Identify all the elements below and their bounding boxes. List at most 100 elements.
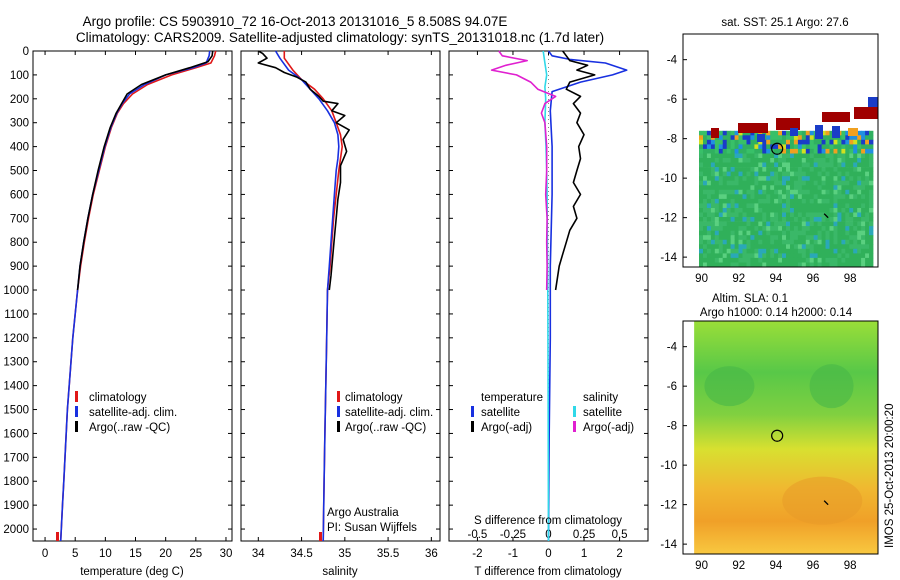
sst-cell bbox=[869, 135, 874, 141]
sst-cell bbox=[849, 148, 854, 154]
sst-cell bbox=[861, 158, 866, 163]
sst-cell bbox=[857, 198, 862, 204]
sst-cell bbox=[809, 244, 815, 250]
sst-cell bbox=[766, 235, 771, 241]
sst-cell bbox=[746, 189, 751, 195]
sst-cell bbox=[809, 153, 815, 159]
map-x-tick-label: 96 bbox=[807, 560, 820, 572]
sst-cell bbox=[734, 226, 739, 231]
sst-cell bbox=[805, 189, 811, 195]
sst-cell bbox=[742, 203, 747, 209]
sst-cell bbox=[805, 180, 811, 186]
sst-cell bbox=[790, 262, 795, 268]
series-line-t-satellite bbox=[547, 50, 628, 542]
sst-cell bbox=[778, 153, 783, 159]
sst-cell bbox=[825, 144, 830, 150]
sst-cell bbox=[845, 185, 850, 191]
sst-cell bbox=[770, 198, 775, 204]
legend-swatch-satellite bbox=[75, 406, 78, 417]
sst-cell bbox=[845, 153, 850, 159]
sst-cell bbox=[793, 198, 799, 204]
sst-cell bbox=[718, 221, 724, 227]
series-line-s-satellite bbox=[542, 50, 550, 542]
sst-cell bbox=[710, 235, 716, 241]
sst-cell bbox=[750, 162, 755, 168]
sst-cell bbox=[786, 180, 791, 186]
sst-cell bbox=[738, 158, 743, 163]
sst-cell bbox=[861, 176, 866, 182]
sst-cell bbox=[754, 130, 759, 136]
sst-cell bbox=[778, 217, 783, 222]
sst-cell bbox=[703, 203, 708, 209]
sst-cell bbox=[706, 167, 712, 172]
sst-cell bbox=[801, 194, 807, 200]
y-tick-label: 700 bbox=[10, 213, 29, 225]
sst-cell bbox=[714, 253, 720, 259]
sst-cell bbox=[845, 217, 850, 222]
sst-cell bbox=[857, 158, 862, 163]
sst-cell bbox=[837, 208, 842, 213]
bottom-marker bbox=[56, 532, 59, 541]
sst-cell bbox=[734, 130, 739, 136]
sst-cell bbox=[805, 135, 811, 141]
sla-map: 90 92 94 96 98 -4 -6 -8 -10 -12 -14 bbox=[660, 321, 878, 572]
sst-cell bbox=[699, 262, 704, 268]
sst-cell bbox=[790, 144, 795, 150]
sst-cell bbox=[710, 189, 716, 195]
sst-cell bbox=[738, 257, 743, 263]
sst-cell bbox=[861, 221, 866, 227]
sst-cell bbox=[790, 189, 795, 195]
sst-cell bbox=[865, 189, 870, 195]
sst-cell bbox=[714, 221, 720, 227]
sst-cell bbox=[766, 253, 771, 259]
sst-cell bbox=[699, 248, 704, 254]
sst-cell bbox=[833, 189, 838, 195]
sst-cell bbox=[790, 230, 795, 236]
difference-legend: temperature satellite Argo(-adj) salinit… bbox=[471, 392, 634, 434]
sst-cell bbox=[861, 189, 866, 195]
sst-cell bbox=[813, 194, 819, 200]
sst-block bbox=[711, 128, 719, 138]
sst-cell bbox=[754, 239, 759, 245]
sst-cell bbox=[766, 248, 771, 254]
sst-cell bbox=[829, 235, 834, 241]
sst-cell bbox=[821, 203, 826, 209]
sst-cell bbox=[699, 171, 704, 177]
sst-cell bbox=[738, 139, 743, 145]
sst-cell bbox=[797, 248, 803, 254]
map-y-tick-label: -14 bbox=[660, 252, 677, 264]
difference-xlabel: T difference from climatology bbox=[474, 566, 621, 578]
sst-cell bbox=[706, 130, 712, 136]
sst-cell bbox=[849, 171, 854, 177]
sst-cell bbox=[786, 217, 791, 222]
sst-cell bbox=[703, 162, 708, 168]
sst-cell bbox=[750, 235, 755, 241]
sst-cell bbox=[841, 144, 846, 150]
sst-cell bbox=[699, 130, 704, 136]
sst-cell bbox=[782, 226, 787, 231]
sst-cell bbox=[817, 167, 822, 172]
map-y-tick-label: -4 bbox=[667, 342, 678, 354]
sst-cell bbox=[758, 148, 763, 154]
sst-cell bbox=[762, 139, 767, 145]
sst-cell bbox=[865, 244, 870, 250]
sst-cell bbox=[825, 208, 830, 213]
sst-cell bbox=[861, 135, 866, 141]
sst-cell bbox=[865, 262, 870, 268]
sst-cell bbox=[825, 198, 830, 204]
sst-cell bbox=[710, 257, 716, 263]
sst-cell bbox=[833, 226, 838, 231]
sst-cell bbox=[829, 139, 834, 145]
sst-cell bbox=[801, 176, 807, 182]
sst-cell bbox=[770, 167, 775, 172]
y-tick-label: 600 bbox=[10, 189, 29, 201]
sst-cell bbox=[861, 239, 866, 245]
sst-cell bbox=[861, 262, 866, 268]
y-tick-label: 200 bbox=[10, 94, 29, 106]
sst-cell bbox=[833, 253, 838, 259]
sst-cell bbox=[746, 226, 751, 231]
sst-cell bbox=[714, 162, 720, 168]
sst-cell bbox=[710, 153, 716, 159]
sst-block bbox=[790, 128, 798, 136]
sst-cell bbox=[817, 189, 822, 195]
